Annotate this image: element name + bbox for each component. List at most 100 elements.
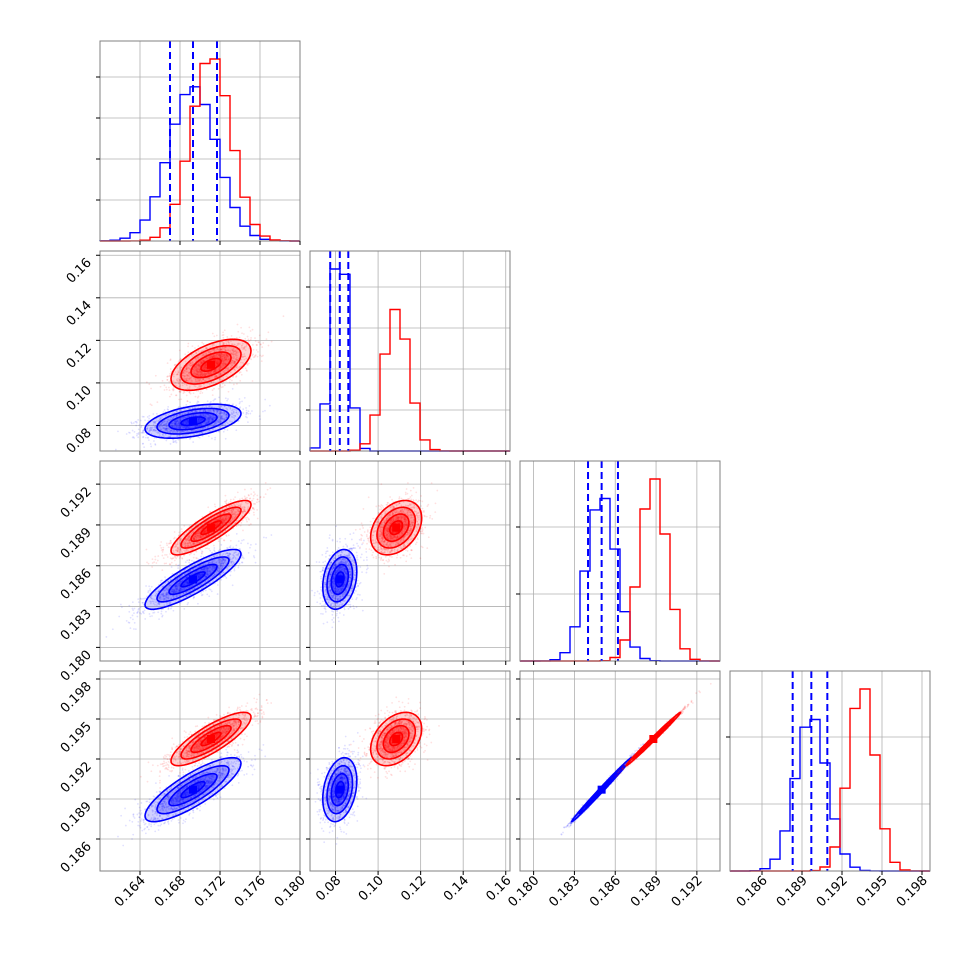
sample-point-blue — [212, 418, 215, 421]
sample-point-blue — [142, 430, 144, 433]
sample-point-red — [203, 366, 206, 369]
sample-point-red — [183, 375, 186, 378]
sample-point-red — [191, 380, 194, 382]
sample-point-red — [222, 355, 225, 357]
sample-point-red — [201, 354, 204, 357]
sample-point-red — [234, 358, 237, 361]
sample-point-blue — [143, 446, 146, 449]
sample-point-blue — [147, 591, 150, 594]
sample-point-red — [245, 369, 248, 372]
sample-point-red — [189, 361, 192, 364]
sample-point-blue — [223, 405, 226, 408]
sample-point-red — [211, 355, 214, 358]
sample-point-blue — [197, 418, 200, 420]
sample-point-red — [243, 346, 246, 349]
sample-point-red — [194, 378, 197, 381]
sample-point-blue — [186, 603, 189, 606]
sample-point-red — [203, 360, 205, 363]
sample-point-red — [198, 364, 201, 366]
sample-point-blue — [198, 575, 200, 577]
sample-point-blue — [199, 414, 202, 417]
sample-point-red — [241, 361, 244, 364]
sample-point-blue — [230, 415, 233, 418]
sample-point-blue — [198, 414, 201, 417]
sample-point-blue — [213, 547, 216, 549]
sample-point-blue — [165, 428, 168, 430]
sample-point-red — [178, 386, 181, 388]
sample-point-red — [232, 350, 235, 353]
sample-point-blue — [207, 410, 210, 413]
sample-point-red — [169, 358, 172, 361]
sample-point-red — [176, 373, 179, 376]
sample-point-blue — [178, 589, 181, 591]
sample-point-red — [243, 488, 246, 491]
sample-point-red — [175, 373, 178, 376]
sample-point-blue — [194, 410, 197, 413]
sample-point-blue — [164, 413, 167, 416]
sample-point-red — [233, 353, 236, 355]
sample-point-red — [253, 491, 255, 494]
sample-point-red — [235, 350, 238, 353]
sample-point-red — [200, 373, 203, 376]
sample-point-red — [177, 377, 180, 380]
sample-point-blue — [162, 424, 165, 427]
sample-point-red — [245, 344, 248, 347]
sample-point-blue — [248, 405, 251, 407]
sample-point-blue — [147, 424, 150, 427]
sample-point-red — [243, 348, 246, 350]
sample-point-blue — [221, 416, 223, 419]
sample-point-red — [195, 373, 198, 376]
sample-point-blue — [229, 545, 232, 547]
sample-point-blue — [165, 427, 168, 430]
sample-point-blue — [183, 416, 186, 418]
sample-point-blue — [154, 425, 157, 428]
sample-point-red — [188, 385, 191, 388]
sample-point-red — [255, 349, 258, 351]
sample-point-red — [187, 379, 190, 382]
sample-point-red — [225, 363, 227, 366]
sample-point-blue — [174, 431, 177, 434]
sample-point-red — [221, 359, 224, 362]
sample-point-blue — [200, 423, 203, 426]
sample-point-blue — [190, 429, 193, 432]
sample-point-red — [189, 364, 192, 367]
sample-point-blue — [153, 428, 156, 431]
sample-point-blue — [208, 416, 211, 419]
sample-point-red — [234, 366, 237, 369]
sample-point-red — [199, 362, 202, 364]
sample-point-blue — [254, 561, 257, 564]
sample-point-red — [262, 354, 264, 357]
sample-point-blue — [226, 409, 229, 412]
sample-point-blue — [179, 425, 181, 427]
sample-point-blue — [219, 410, 222, 413]
sample-point-red — [178, 378, 181, 381]
sample-point-blue — [162, 595, 165, 598]
sample-point-blue — [176, 430, 179, 433]
sample-point-red — [168, 375, 170, 378]
sample-point-blue — [206, 567, 209, 569]
sample-point-red — [220, 373, 223, 376]
sample-point-red — [212, 356, 214, 358]
sample-point-blue — [200, 591, 203, 594]
sample-point-red — [240, 345, 243, 347]
sample-point-blue — [147, 439, 150, 442]
sample-point-blue — [149, 428, 151, 431]
sample-point-red — [195, 370, 198, 373]
sample-point-red — [198, 369, 201, 372]
sample-point-red — [205, 372, 208, 375]
sample-point-red — [196, 364, 199, 366]
sample-point-blue — [219, 418, 222, 421]
sample-point-blue — [213, 549, 216, 552]
sample-point-blue — [222, 557, 224, 560]
sample-point-blue — [198, 417, 201, 420]
sample-point-blue — [125, 433, 128, 435]
sample-point-red — [197, 374, 200, 377]
sample-point-blue — [171, 583, 173, 586]
sample-point-blue — [232, 554, 235, 557]
sample-point-blue — [197, 419, 200, 421]
sample-point-blue — [176, 431, 179, 433]
sample-point-red — [185, 367, 187, 370]
sample-point-blue — [207, 435, 210, 438]
sample-point-red — [145, 381, 148, 384]
sample-point-red — [236, 367, 239, 370]
